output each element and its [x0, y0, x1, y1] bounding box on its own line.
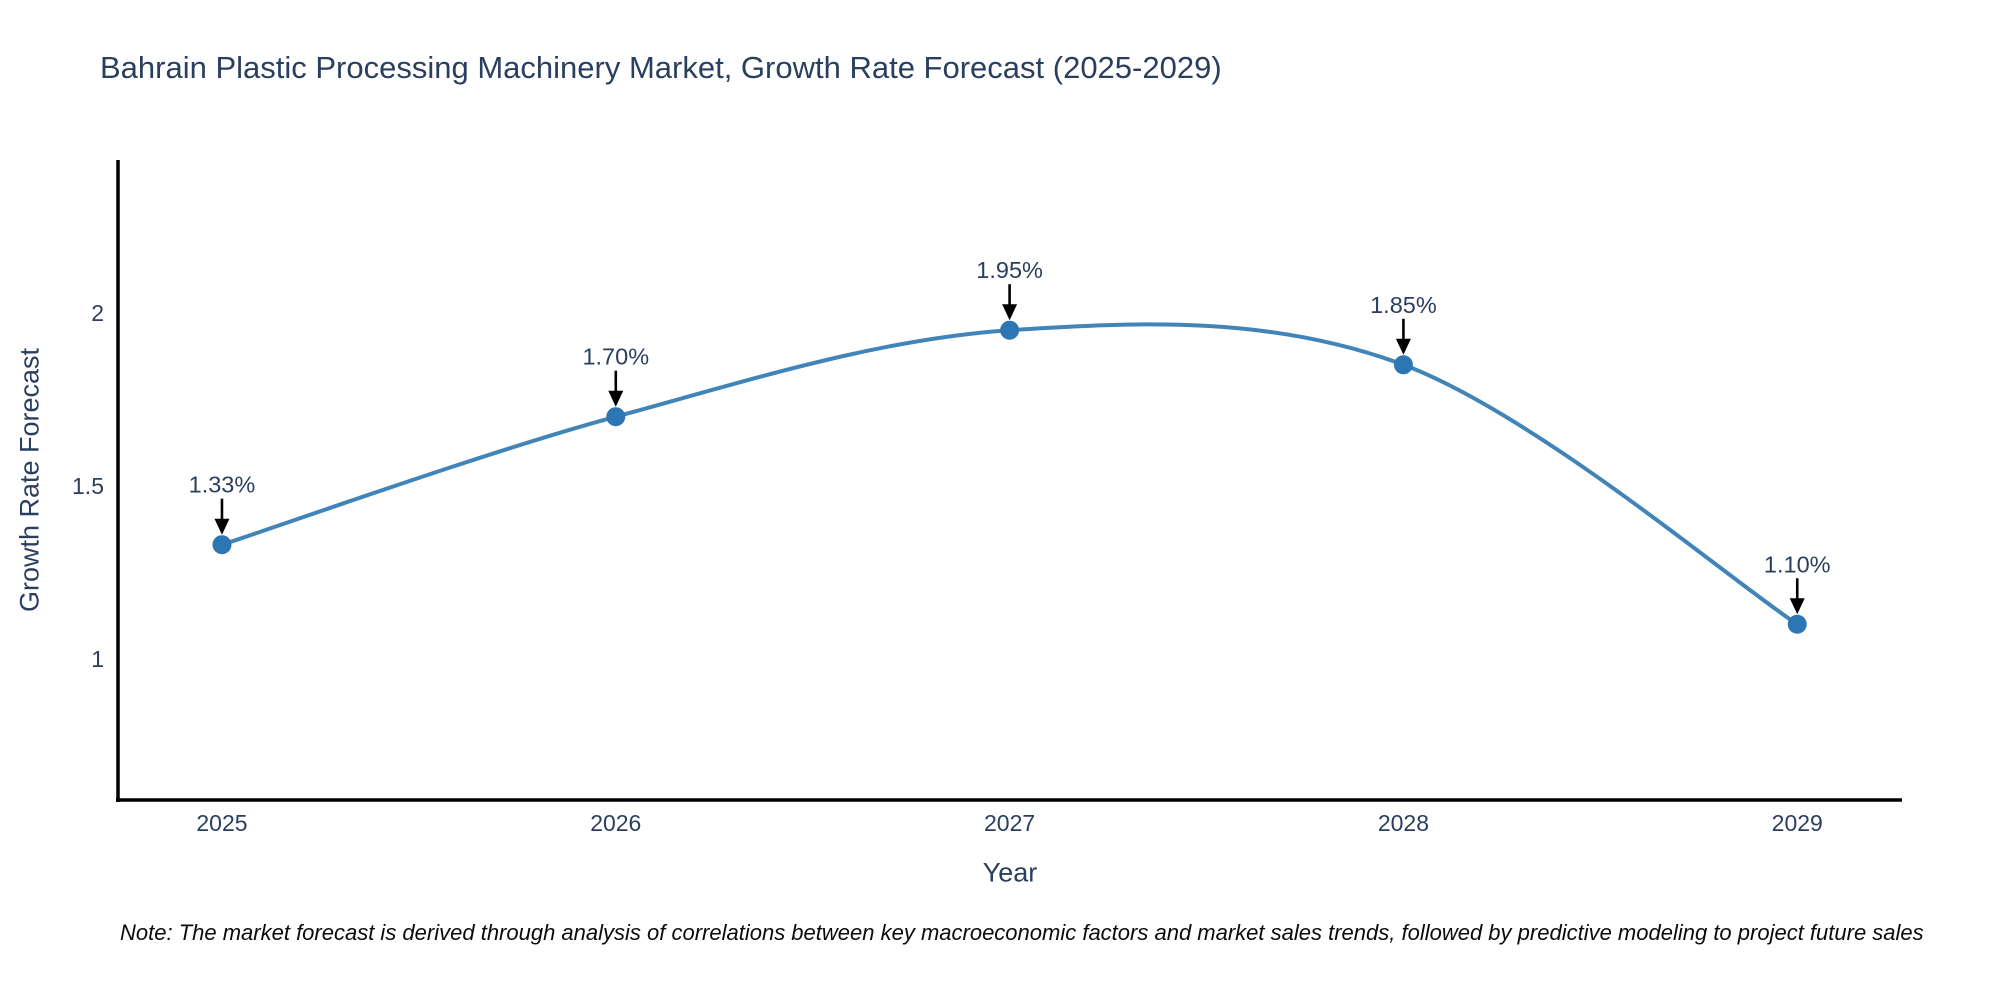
data-point-marker[interactable] [1787, 614, 1807, 634]
x-tick-label: 2029 [1772, 810, 1823, 836]
data-point-label: 1.85% [1370, 292, 1437, 318]
data-point-marker[interactable] [606, 407, 626, 427]
footnote: Note: The market forecast is derived thr… [120, 920, 1924, 945]
x-tick-label: 2028 [1378, 810, 1429, 836]
data-point-marker[interactable] [212, 535, 232, 555]
data-point-label: 1.33% [189, 472, 256, 498]
data-point-label: 1.10% [1764, 551, 1831, 577]
data-point-label: 1.95% [976, 257, 1043, 283]
x-tick-label: 2026 [590, 810, 641, 836]
y-tick-label: 1.5 [72, 473, 104, 499]
data-point-label: 1.70% [582, 344, 649, 370]
x-tick-label: 2027 [984, 810, 1035, 836]
data-point-marker[interactable] [1000, 320, 1020, 340]
x-tick-label: 2025 [196, 810, 247, 836]
data-point-marker[interactable] [1393, 355, 1413, 375]
x-axis-title: Year [982, 857, 1038, 888]
y-tick-label: 1 [91, 646, 104, 672]
annotation-arrowhead-icon [1002, 304, 1018, 321]
annotation-arrowhead-icon [1395, 338, 1411, 355]
annotation-arrowhead-icon [608, 390, 624, 407]
trend-line [221, 322, 1799, 626]
chart-title: Bahrain Plastic Processing Machinery Mar… [100, 50, 1222, 85]
annotation-arrowhead-icon [1789, 598, 1805, 615]
annotation-arrowhead-icon [214, 518, 230, 535]
y-tick-label: 2 [91, 300, 104, 326]
